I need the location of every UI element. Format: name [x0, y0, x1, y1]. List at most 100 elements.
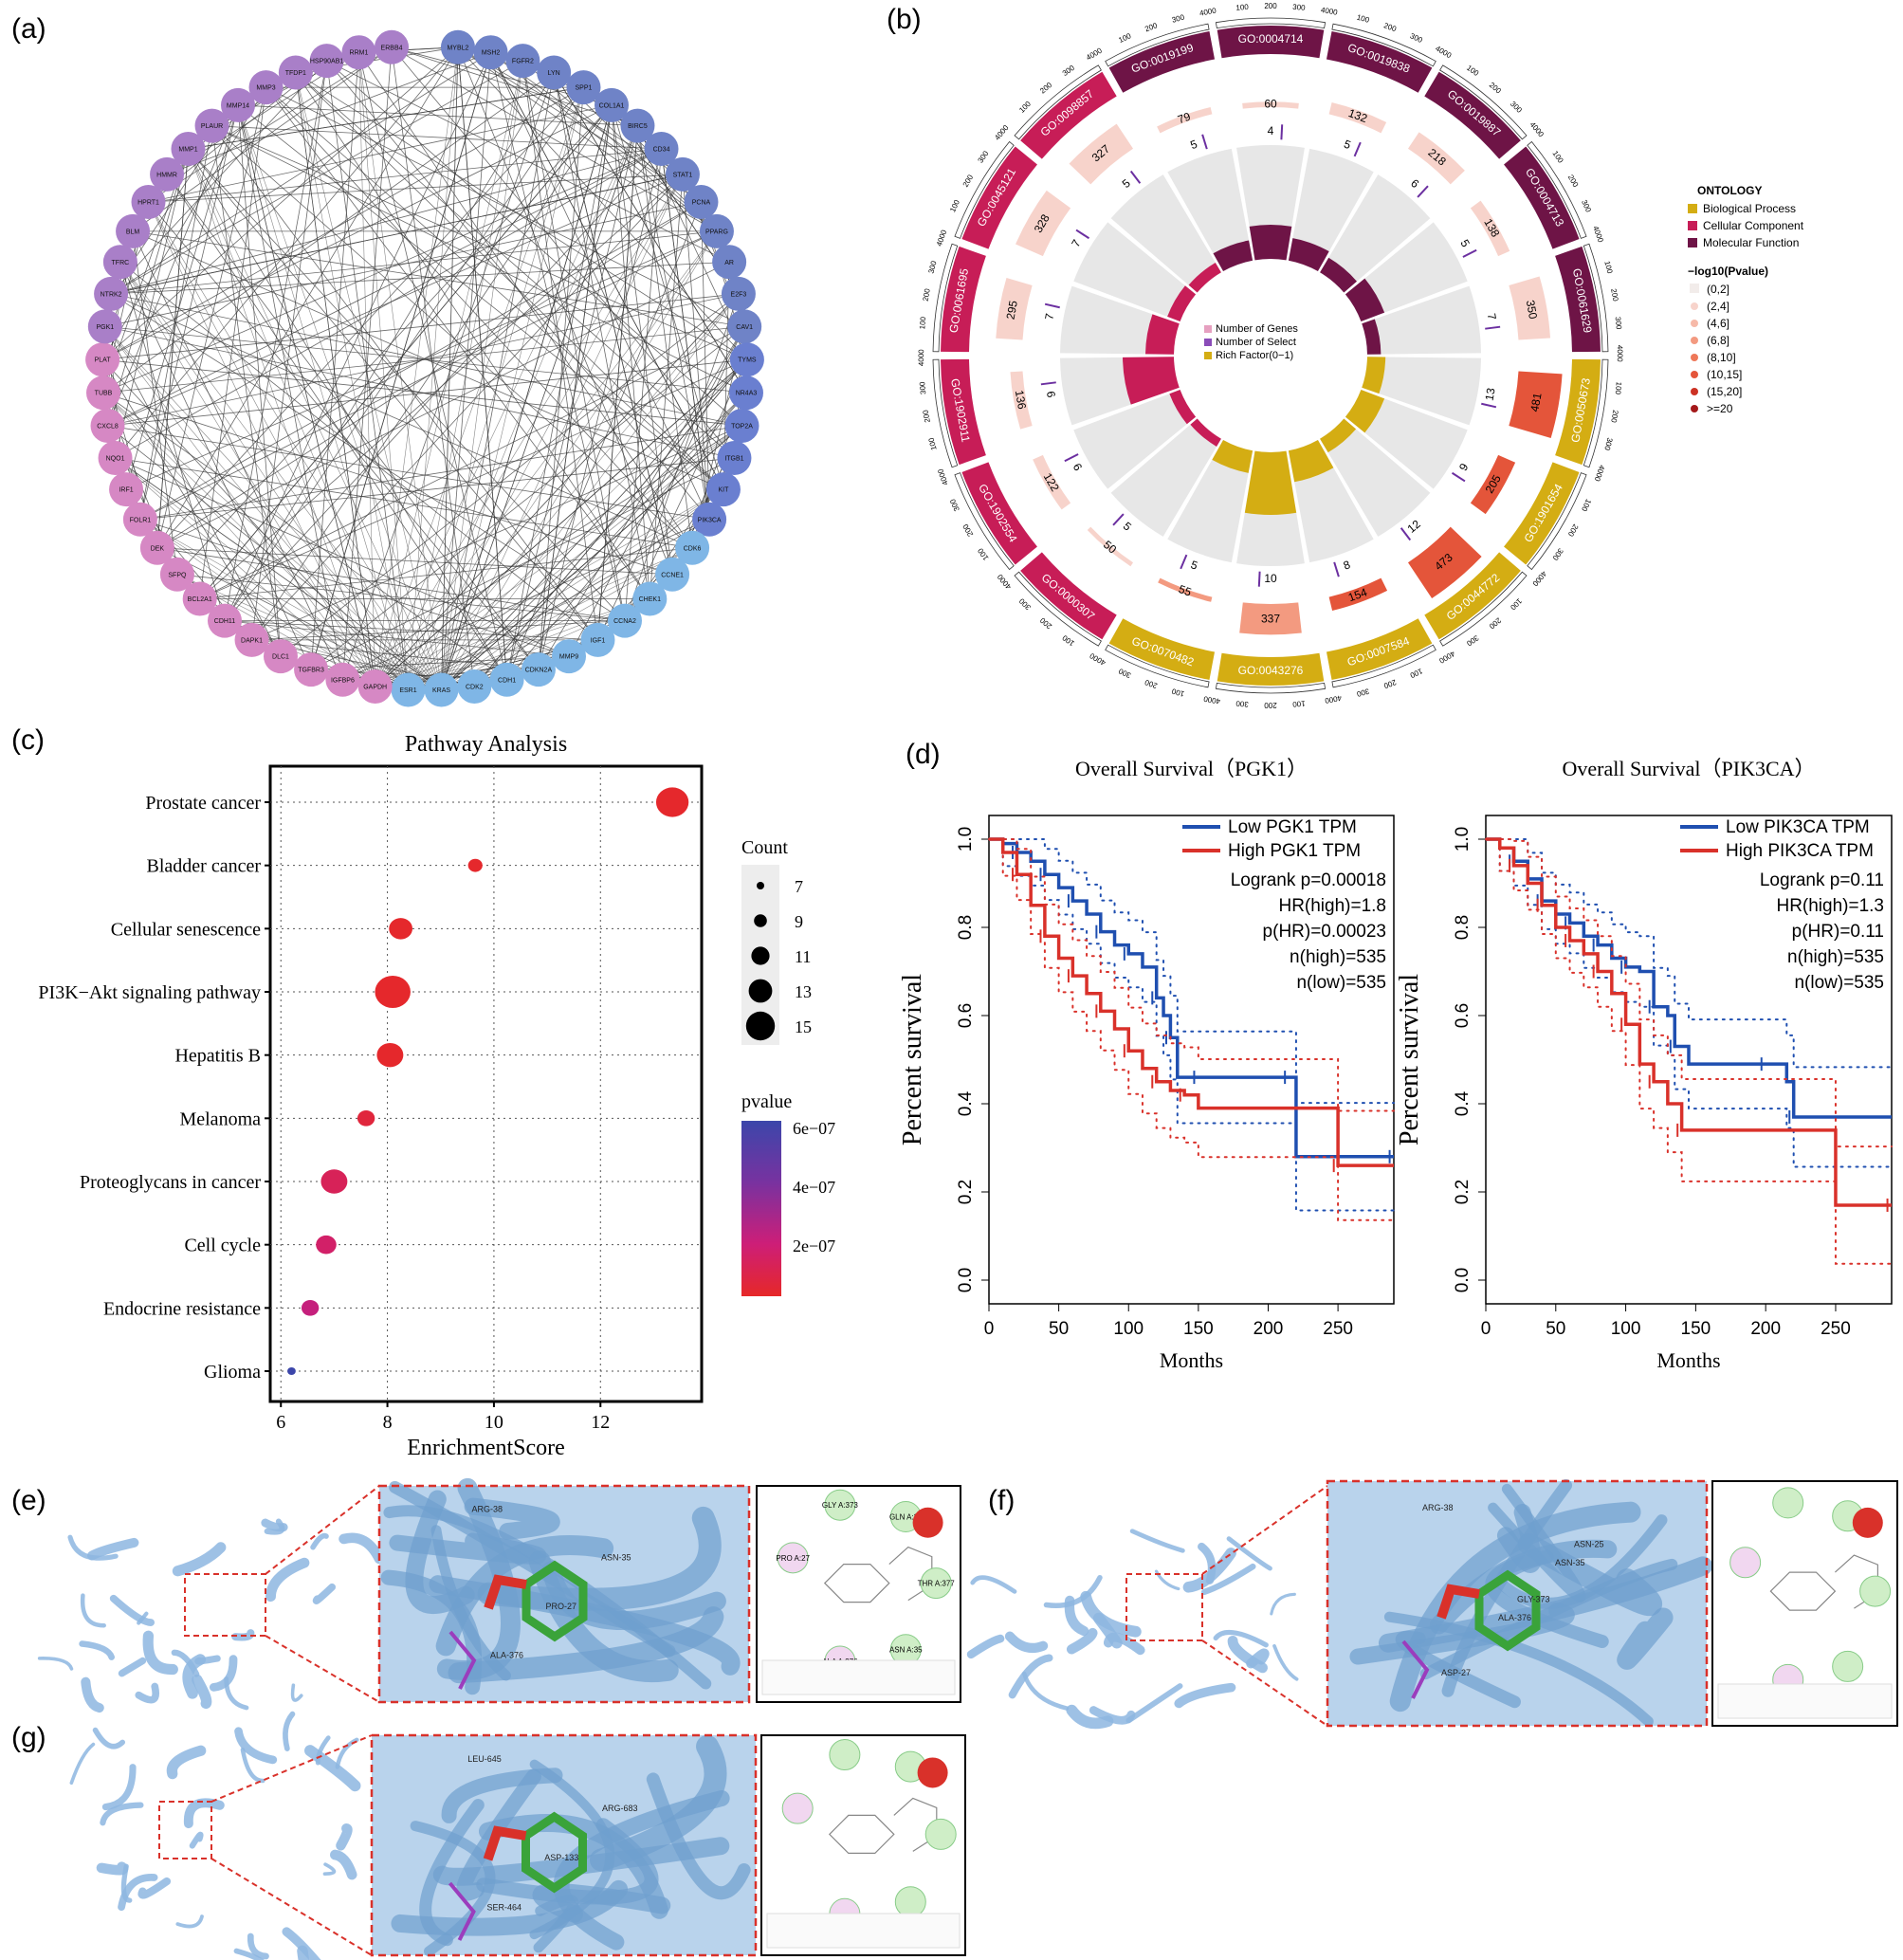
go-tick-label: 200 [1144, 21, 1159, 33]
protein-helix [315, 1735, 331, 1766]
network-edge [125, 230, 718, 490]
go-tick-label: 100 [1614, 381, 1623, 395]
network-edge [538, 148, 662, 670]
y-tick-label: PI3K−Akt signaling pathway [38, 982, 261, 1003]
go-term-band [1326, 618, 1433, 680]
center-legend-key [1204, 339, 1212, 346]
network-node: CD34 [644, 132, 679, 167]
network-node-circle [620, 108, 655, 143]
network-edge [265, 86, 650, 599]
network-edge [506, 125, 638, 680]
go-term-band [1504, 462, 1580, 565]
network-node: CCNE1 [655, 557, 690, 592]
network-node: BCL2A1 [182, 581, 217, 616]
network-edge [295, 72, 409, 690]
network-node: KIT [705, 472, 741, 507]
go-gene-bar [1509, 276, 1551, 340]
go-tick-label: 400 [1616, 345, 1624, 358]
x-tick-label: 100 [1611, 1319, 1641, 1339]
network-edge [506, 201, 702, 680]
go-tick-ring [1331, 23, 1436, 67]
stat-label: n(high)=535 [1290, 947, 1386, 967]
network-edge [237, 104, 724, 490]
network-node-label: CDK2 [466, 684, 484, 690]
network-edge [295, 72, 442, 690]
go-gene-bar [1470, 454, 1516, 515]
go-select-mark [1112, 513, 1125, 526]
network-edge [408, 87, 584, 690]
go-select-mark [1280, 124, 1284, 140]
network-node-label: TGFBR3 [298, 668, 324, 674]
protein-helix [1201, 1563, 1256, 1596]
stat-label: HR(high)=1.8 [1278, 896, 1386, 916]
pval-legend-key [1691, 405, 1698, 412]
go-tick-ring [1439, 571, 1528, 647]
network-edge [295, 72, 735, 459]
network-node: COL1A1 [595, 87, 630, 122]
stat-label: n(low)=535 [1296, 973, 1386, 993]
go-term: 0 100 200 300 400 GO:0004714 60 4 [1211, 2, 1334, 261]
go-term-id: GO:0004714 [1238, 32, 1304, 46]
bubble-point [655, 787, 689, 817]
go-tick-label: 300 [927, 260, 939, 275]
go-tick-label: 0 [1088, 651, 1096, 661]
go-tick-ring [1527, 140, 1587, 239]
network-node-circle [122, 502, 157, 537]
protein-helix [1043, 1575, 1103, 1608]
go-term-band [1108, 31, 1216, 93]
go-tick-ring [1583, 243, 1609, 353]
network-node-circle [705, 472, 741, 507]
network-node: FGFR2 [505, 44, 540, 79]
go-rich-bar [1167, 285, 1197, 321]
network-edge [111, 261, 730, 295]
network-edge [265, 86, 724, 490]
network-node-circle [325, 662, 360, 697]
network-node: DAPK1 [234, 622, 269, 657]
go-tick-label: 0 [1445, 50, 1454, 60]
y-tick-label: 0.2 [1453, 1180, 1473, 1204]
network-edge [119, 261, 598, 641]
survival-plot: Overall Survival（PIK3CA） 0 50 100 150 200 250 0… [1395, 757, 1893, 1372]
network-node-circle [278, 55, 313, 90]
network-edge [101, 104, 613, 360]
network-node-circle [665, 156, 700, 192]
network-node-circle [357, 669, 393, 704]
network-node-circle [234, 622, 269, 657]
go-gene-count: 55 [1177, 582, 1194, 599]
protein-helix [67, 1534, 119, 1561]
network-edge [111, 230, 717, 295]
network-edge [391, 46, 735, 459]
network-node-circle [182, 581, 217, 616]
network-node-circle [87, 309, 122, 344]
network-edge [119, 262, 409, 690]
residue-label: ASP-27 [1441, 1668, 1471, 1677]
go-gene-bar [1242, 101, 1299, 109]
network-edge [237, 104, 638, 127]
residue-node [1859, 1575, 1892, 1607]
network-node-circle [150, 156, 185, 192]
network-node-label: CDKN2A [525, 668, 553, 674]
network-edge [237, 104, 343, 680]
protein-helix [1008, 1654, 1053, 1699]
go-rich-bg [1073, 222, 1197, 321]
network-node-label: PLAUR [201, 123, 223, 130]
network-edge [538, 104, 613, 670]
network-edge [211, 125, 282, 657]
network-edge [148, 201, 442, 690]
network-node: NTRK2 [94, 276, 129, 311]
network-node: STAT1 [665, 156, 700, 192]
zoom-helix [1378, 1556, 1713, 1653]
network-edge [102, 148, 662, 394]
network-edge [224, 86, 584, 621]
network-edge [375, 488, 724, 687]
go-gene-count: 60 [1264, 97, 1277, 110]
protein-helix [209, 1655, 238, 1692]
x-tick-label: 100 [1113, 1319, 1144, 1339]
go-rich-bar [1188, 262, 1221, 293]
network-node: ESR1 [391, 672, 426, 707]
zoom-connector [210, 1858, 373, 1956]
network-edge [295, 72, 375, 687]
protein-helix [290, 1683, 303, 1702]
